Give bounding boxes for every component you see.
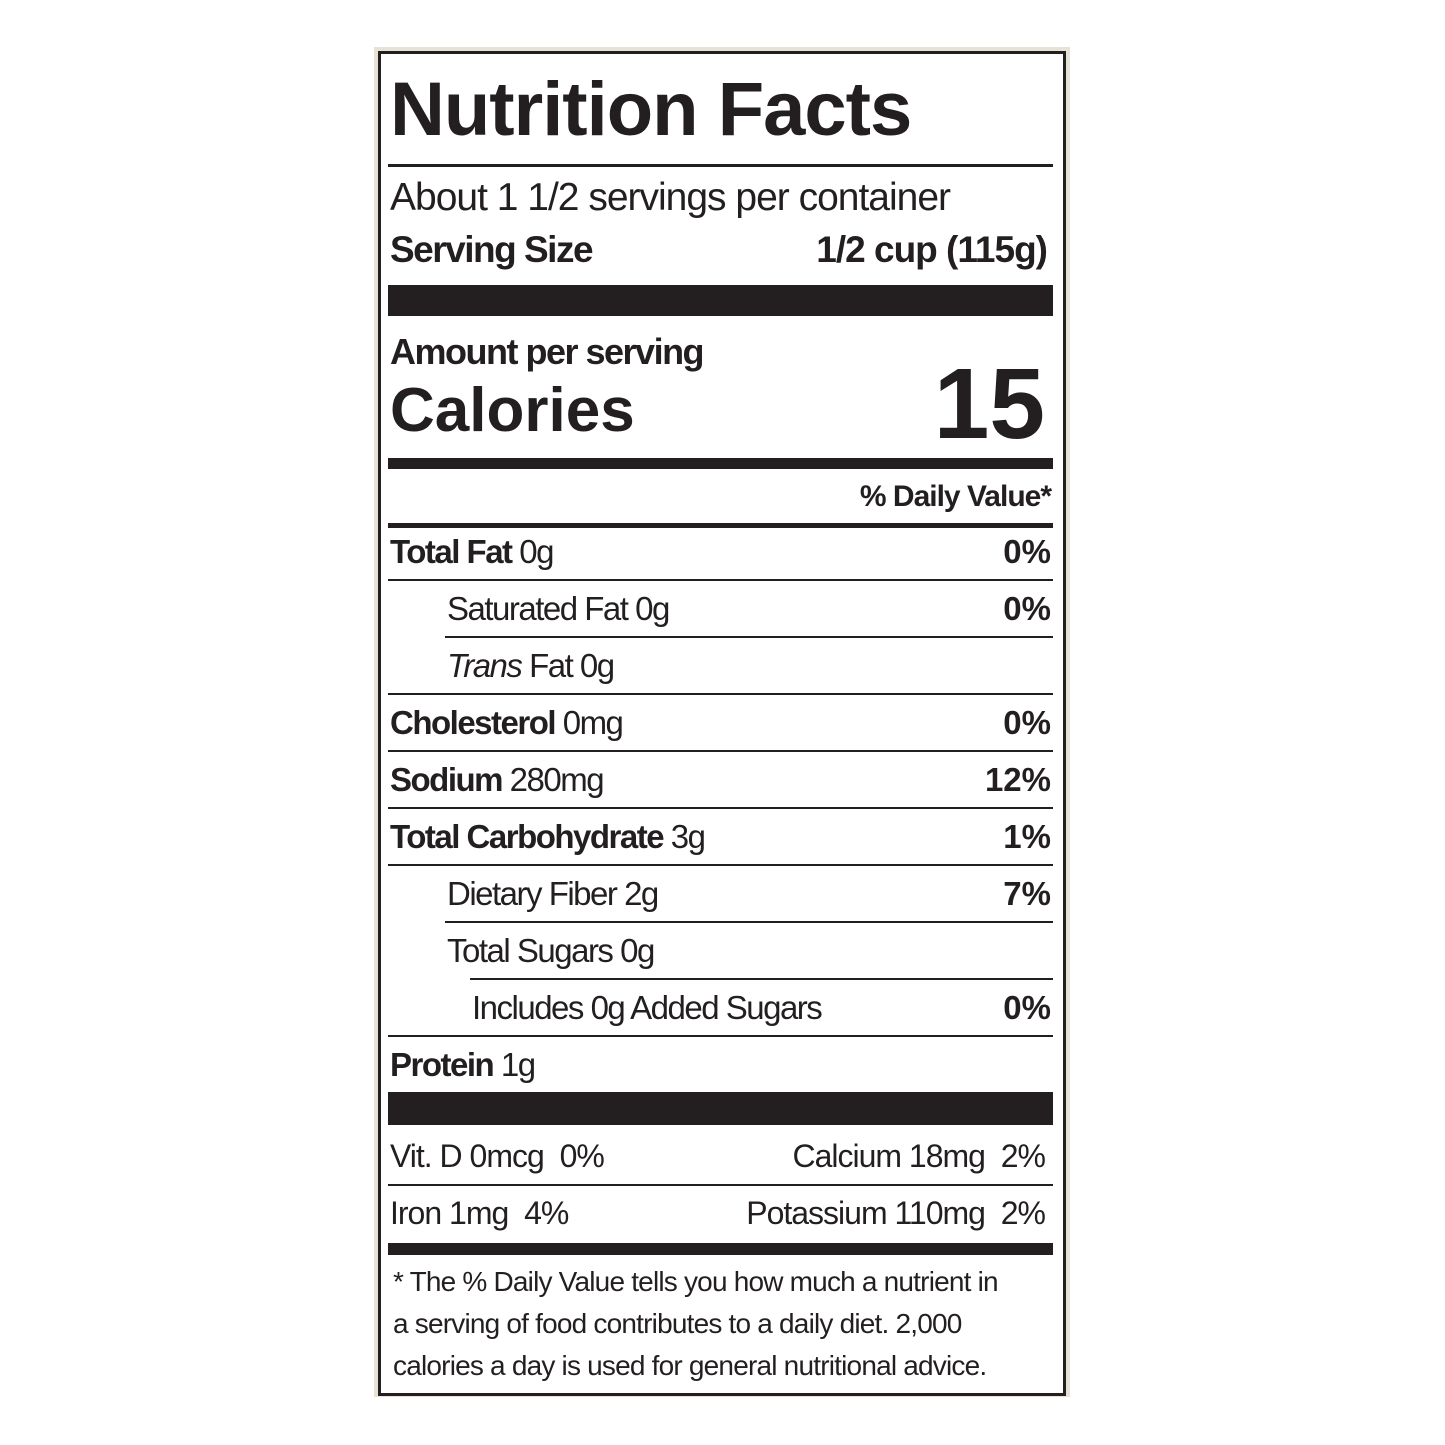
serving-size-label: Serving Size — [390, 229, 594, 270]
nutrient-label: Saturated Fat — [447, 590, 629, 627]
rule — [388, 523, 1053, 528]
nutrient-amount: 280mg — [509, 761, 605, 798]
vitamin: Vit. D 0mcg 0% — [390, 1138, 605, 1174]
calories-value: 15 — [933, 348, 1045, 460]
rule — [388, 864, 1053, 866]
vitamin-name: Potassium 110mg — [746, 1195, 986, 1231]
vitamin: Iron 1mg 4% — [390, 1195, 569, 1231]
nutrient-row: Total Fat 0g — [390, 533, 554, 570]
nutrient-dv: 1% — [1003, 818, 1051, 855]
daily-value-header: % Daily Value* — [859, 480, 1052, 513]
footnote-line: a serving of food contributes to a daily… — [393, 1308, 962, 1339]
rule — [388, 750, 1053, 752]
nutrient-dv: 7% — [1003, 875, 1051, 912]
nutrient-dv: 12% — [984, 761, 1051, 798]
vitamin: Potassium 110mg 2% — [746, 1195, 1046, 1231]
rule — [388, 164, 1053, 167]
nutrient-label: Dietary Fiber — [447, 875, 618, 912]
rule — [445, 921, 1053, 923]
rule — [445, 636, 1053, 638]
nutrient-row: Protein 1g — [390, 1046, 536, 1083]
vitamin-name: Vit. D 0mcg — [390, 1138, 545, 1174]
rule — [388, 1184, 1053, 1186]
servings: About 1 1/2 servings per container — [390, 176, 951, 219]
nutrient-label: Protein — [390, 1046, 495, 1083]
nutrient-amount: 0g — [635, 590, 670, 627]
nutrient-label: Cholesterol — [390, 704, 557, 741]
nutrient-amount: 0mg — [562, 704, 624, 741]
title: Nutrition Facts — [390, 67, 912, 152]
vitamin-dv: 2% — [1000, 1138, 1046, 1174]
rule — [388, 1035, 1053, 1037]
vitamin-dv: 4% — [524, 1195, 569, 1231]
rule — [388, 807, 1053, 809]
nutrient-label: Sodium — [390, 761, 504, 798]
vitamin-dv: 2% — [1000, 1195, 1046, 1231]
vitamin: Calcium 18mg 2% — [792, 1138, 1046, 1174]
nutrient-row: Sodium 280mg — [390, 761, 605, 798]
calories-label: Calories — [390, 376, 635, 445]
serving-size-value: 1/2 cup (115g) — [816, 229, 1048, 270]
nutrient-row: Includes 0g Added Sugars — [472, 989, 823, 1026]
thick-bar — [388, 1243, 1053, 1255]
vitamin-name: Iron 1mg — [390, 1195, 509, 1231]
rule — [388, 693, 1053, 695]
nutrient-amount: 1g — [500, 1046, 536, 1083]
vitamin-dv: 0% — [559, 1138, 605, 1174]
nutrient-label: Includes 0g Added Sugars — [472, 989, 823, 1026]
thick-bar — [388, 1092, 1053, 1125]
nutrient-dv: 0% — [1003, 704, 1051, 741]
nutrient-row: Trans Fat 0g — [447, 647, 615, 684]
nutrient-row: Total Carbohydrate 3g — [390, 818, 706, 855]
nutrient-dv: 0% — [1003, 533, 1051, 570]
nutrient-label: Trans — [447, 647, 523, 684]
rule — [470, 978, 1053, 980]
amount-per-serving: Amount per serving — [390, 331, 705, 372]
nutrient-label: Total Carbohydrate — [390, 818, 665, 855]
thick-bar — [388, 285, 1053, 316]
nutrient-row: Dietary Fiber 2g — [447, 875, 659, 912]
rule — [388, 579, 1053, 581]
nutrient-row: Saturated Fat 0g — [447, 590, 670, 627]
nutrient-amount: 0g — [519, 533, 554, 570]
nutrient-dv: 0% — [1003, 590, 1051, 627]
footnote-line: * The % Daily Value tells you how much a… — [393, 1266, 999, 1297]
nutrient-amount: 3g — [670, 818, 706, 855]
nutrient-label: Total Fat — [390, 533, 513, 570]
nutrient-dv: 0% — [1003, 989, 1051, 1026]
footnote-line: calories a day is used for general nutri… — [393, 1350, 987, 1381]
thick-bar — [388, 458, 1053, 469]
nutrient-amount: 2g — [624, 875, 659, 912]
vitamin-name: Calcium 18mg — [792, 1138, 986, 1174]
nutrient-row: Total Sugars 0g — [447, 932, 655, 969]
nutrient-label: Total Sugars — [447, 932, 614, 969]
nutrient-amount: Fat 0g — [529, 647, 615, 684]
nutrition-label — [378, 51, 1066, 1396]
nutrient-row: Cholesterol 0mg — [390, 704, 624, 741]
nutrient-amount: 0g — [620, 932, 655, 969]
